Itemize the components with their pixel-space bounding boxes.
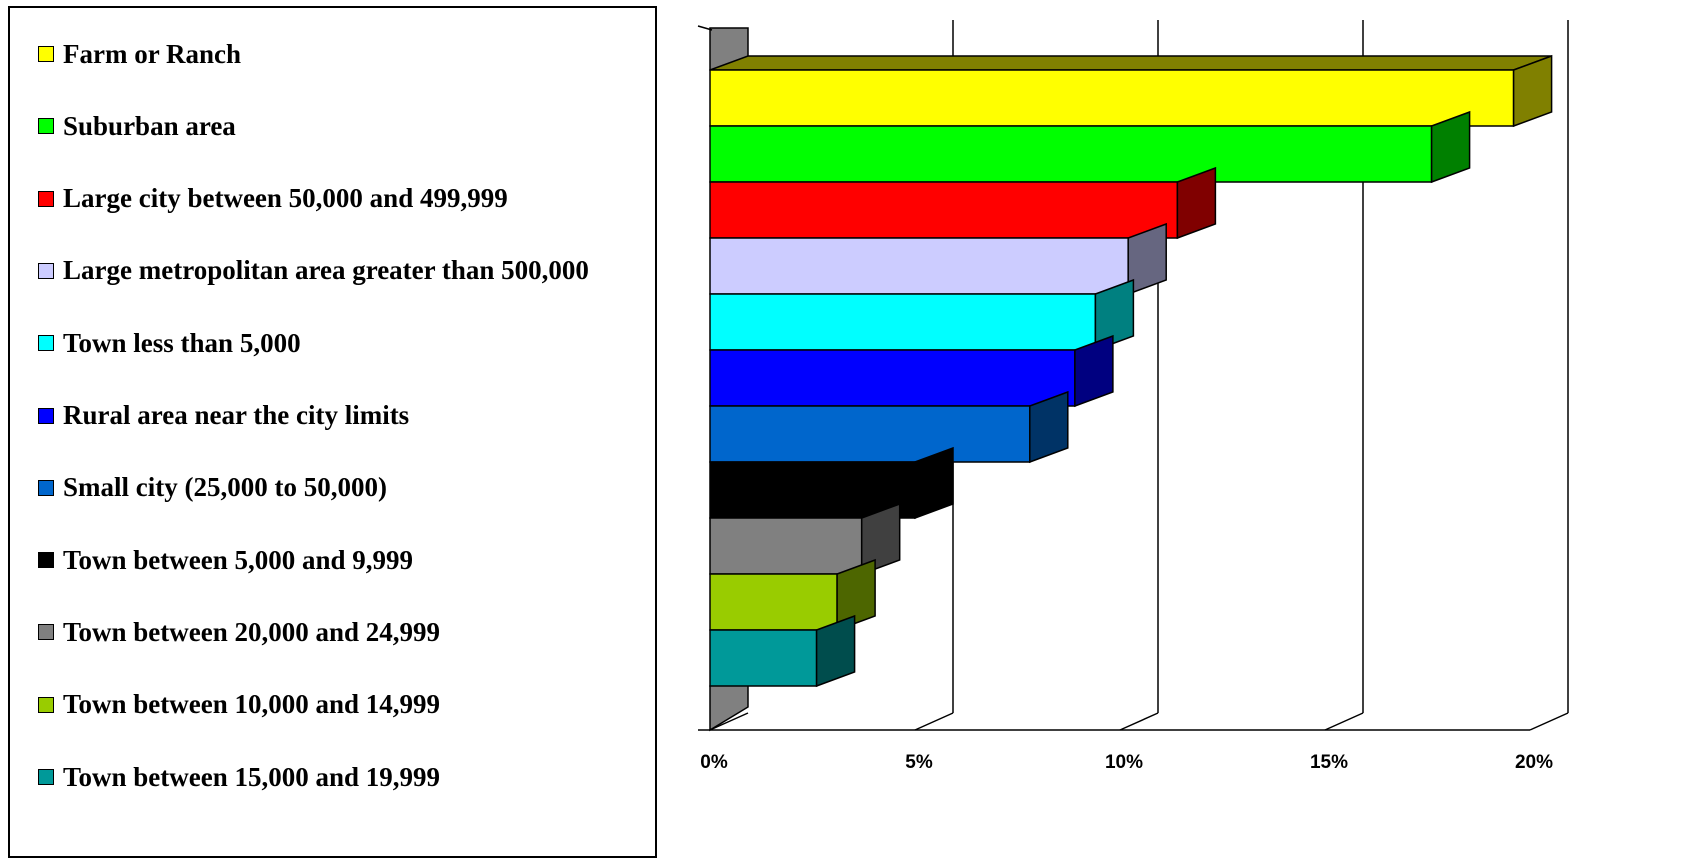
chart-legend: Farm or Ranch Suburban area Large city bet… bbox=[8, 6, 657, 858]
bar-side-face bbox=[1176, 166, 1217, 240]
bar-side-face bbox=[914, 446, 954, 520]
legend-swatch bbox=[38, 190, 54, 207]
legend-label: Large metropolitan area greater than 500… bbox=[63, 255, 589, 286]
legend-label: Suburban area bbox=[63, 110, 236, 141]
bar bbox=[709, 293, 1097, 351]
bar bbox=[709, 629, 818, 687]
x-tick-label: 5% bbox=[905, 752, 933, 773]
legend-label: Town less than 5,000 bbox=[63, 327, 301, 358]
legend-swatch bbox=[38, 624, 54, 641]
bar-top-face bbox=[709, 55, 1552, 71]
bar bbox=[709, 237, 1129, 295]
legend-label: Town between 10,000 and 14,999 bbox=[63, 689, 441, 720]
floor-line bbox=[1119, 712, 1159, 731]
legend-swatch bbox=[38, 696, 54, 713]
bar-side-face bbox=[836, 558, 876, 632]
legend-label: Small city (25,000 to 50,000) bbox=[63, 472, 387, 503]
floor-line bbox=[709, 712, 749, 731]
bar bbox=[709, 517, 863, 575]
bar-side-face bbox=[1029, 390, 1069, 464]
bar bbox=[709, 125, 1433, 183]
legend-swatch bbox=[38, 118, 54, 135]
legend-swatch bbox=[38, 552, 54, 569]
legend-item: Suburban area bbox=[38, 106, 236, 146]
bar bbox=[709, 181, 1179, 239]
legend-label: Town between 5,000 and 9,999 bbox=[63, 544, 414, 575]
bar-side-face bbox=[1074, 334, 1114, 408]
legend-label: Large city between 50,000 and 499,999 bbox=[63, 183, 508, 214]
bar-side-face bbox=[860, 502, 901, 576]
bar bbox=[709, 69, 1515, 127]
legend-swatch bbox=[38, 407, 54, 424]
legend-swatch bbox=[38, 262, 54, 279]
legend-label: Town between 15,000 and 19,999 bbox=[63, 761, 441, 792]
legend-item: Town less than 5,000 bbox=[38, 323, 301, 363]
legend-item: Small city (25,000 to 50,000) bbox=[38, 468, 387, 508]
bar-side-face bbox=[1430, 110, 1471, 184]
legend-item: Farm or Ranch bbox=[38, 34, 241, 74]
floor-line bbox=[1529, 712, 1569, 731]
x-tick-label: 20% bbox=[1515, 752, 1553, 773]
bar-side-face bbox=[1512, 54, 1553, 128]
legend-label: Rural area near the city limits bbox=[63, 400, 410, 430]
x-tick-label: 0% bbox=[700, 752, 728, 773]
legend-swatch bbox=[38, 335, 54, 352]
legend-item: Rural area near the city limits bbox=[38, 396, 409, 436]
x-axis: 0% 5% 10% 15% 20% bbox=[700, 729, 1553, 773]
legend-swatch bbox=[38, 769, 54, 785]
legend-item: Town between 20,000 and 24,999 bbox=[38, 612, 440, 652]
bar bbox=[709, 405, 1031, 463]
x-tick-label: 15% bbox=[1310, 752, 1348, 773]
bars bbox=[709, 54, 1553, 688]
x-tick-label: 10% bbox=[1105, 752, 1143, 773]
legend-item: Town between 5,000 and 9,999 bbox=[38, 540, 413, 580]
bar-side-face bbox=[815, 614, 856, 688]
legend-label: Town between 20,000 and 24,999 bbox=[63, 616, 441, 647]
legend-item: Large metropolitan area greater than 500… bbox=[38, 251, 589, 291]
legend-item: Town between 10,000 and 14,999 bbox=[38, 685, 440, 725]
bar bbox=[709, 461, 916, 519]
floor-line bbox=[914, 712, 954, 731]
floor-line bbox=[1324, 712, 1364, 731]
bar bbox=[709, 573, 838, 631]
legend-swatch bbox=[38, 46, 54, 62]
legend-item: Large city between 50,000 and 499,999 bbox=[38, 179, 508, 219]
legend-swatch bbox=[38, 479, 54, 496]
axis-tick bbox=[697, 25, 713, 31]
bar bbox=[709, 349, 1076, 407]
legend-label: Farm or Ranch bbox=[63, 38, 241, 69]
bar-side-face bbox=[1127, 222, 1167, 296]
legend-item: Town between 15,000 and 19,999 bbox=[38, 757, 440, 797]
bar-side-face bbox=[1094, 278, 1135, 352]
